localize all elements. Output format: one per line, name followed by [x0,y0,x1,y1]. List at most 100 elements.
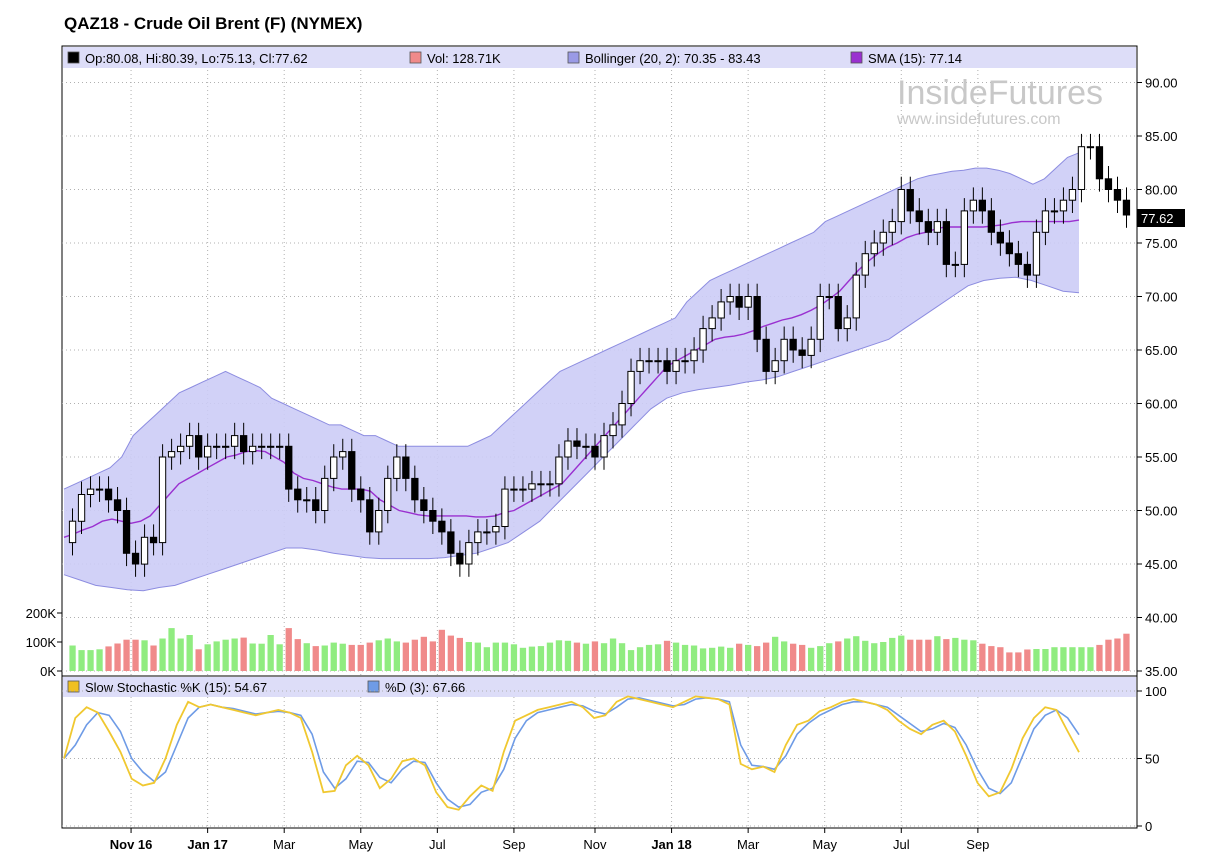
candle-body [1068,189,1077,201]
volume-bar [276,644,283,671]
candle-body [384,477,392,511]
candle-body [510,488,518,491]
candle-body [402,456,410,479]
candle-body [222,445,230,448]
volume-bar [357,644,364,671]
volume-bar [510,644,518,671]
candle-body [753,296,761,340]
candle-body [303,499,311,502]
volume-bar [943,639,950,671]
volume-bar [492,642,499,671]
volume-bar [312,646,319,671]
legend-label: %D (3): 67.66 [385,680,465,695]
volume-bar [1024,649,1031,671]
legend-swatch [850,51,863,64]
volume-bar [429,641,436,671]
candle-body [618,403,626,426]
candle-body [726,296,734,303]
volume-bar [420,636,427,671]
candle-body [798,349,806,356]
candle-body [780,338,788,362]
candle-body [708,317,716,330]
candle-body [104,488,113,501]
volume-bar [600,643,608,671]
volume-bar [132,639,139,671]
candle-body [195,435,203,458]
volume-bar [294,639,301,671]
candle-body [879,231,887,244]
volume-bar [1033,649,1040,671]
volume-bar [618,643,626,671]
volume-bar [339,643,346,671]
candle-body [1104,178,1113,191]
volume-bar [564,640,572,671]
candle-body [267,445,275,448]
price-tick-label: 90.00 [1145,76,1178,91]
volume-bar [736,643,743,671]
candle-body [95,488,104,491]
candle-body [663,360,671,372]
candle-body [213,445,221,448]
volume-bar [78,650,85,671]
volume-bar [384,638,391,671]
volume-bar [204,644,211,671]
candle-body [609,424,617,437]
last-price-value: 77.62 [1141,211,1174,226]
volume-bar [231,638,238,671]
volume-bar [709,647,716,671]
legend-label: Op:80.08, Hi:80.39, Lo:75.13, Cl:77.62 [85,51,308,66]
candle-body [546,483,554,486]
candle-body [582,445,590,448]
volume-bar [988,646,995,671]
volume-bar [258,643,265,671]
candle-body [339,451,347,458]
price-tick-label: 80.00 [1145,183,1178,198]
volume-bar [871,643,878,671]
volume-bar [573,642,581,671]
volume-bar [699,648,707,671]
volume-bar [808,647,815,671]
candle-body [789,338,797,351]
candle-body [816,296,824,340]
volume-bar [114,643,121,671]
volume-bar [663,640,671,671]
volume-bar [222,639,229,671]
candle-body [258,445,266,448]
volume-bar [799,644,806,671]
volume-bar [1105,639,1112,671]
volume-bar [672,642,680,671]
volume-bar [348,644,355,671]
volume-bar [141,640,148,671]
candle-body [897,189,905,223]
volume-bar [826,643,833,671]
time-tick-label: Jul [893,837,910,852]
volume-bar [1087,647,1094,671]
candle-body [158,456,167,544]
candle-body [672,360,680,372]
volume-bar [690,645,698,671]
volume-bar [393,641,400,671]
volume-bar [1060,647,1067,671]
volume-bar [519,647,527,671]
candle-body [1077,146,1086,190]
time-tick-label: Nov [583,837,607,852]
candle-body [429,510,437,522]
candle-body [204,445,212,458]
last-price-tag [1137,209,1185,227]
price-tick-label: 70.00 [1145,290,1178,305]
volume-bar [636,647,644,671]
volume-bar [727,647,734,671]
candle-body [852,274,860,319]
legend-label: Vol: 128.71K [427,51,501,66]
volume-bar [438,629,445,671]
candle-body [1122,199,1131,216]
stoch-d-line [63,696,1080,808]
candle-body [987,210,996,233]
volume-bar [745,644,752,671]
candle-body [600,435,608,458]
price-axis: 90.00 85.00 80.00 75.00 70.00 65.00 60.00 55.00… [1137,76,1178,679]
candle-body [447,531,455,554]
candle-body [591,445,599,458]
candle-body [834,296,842,330]
